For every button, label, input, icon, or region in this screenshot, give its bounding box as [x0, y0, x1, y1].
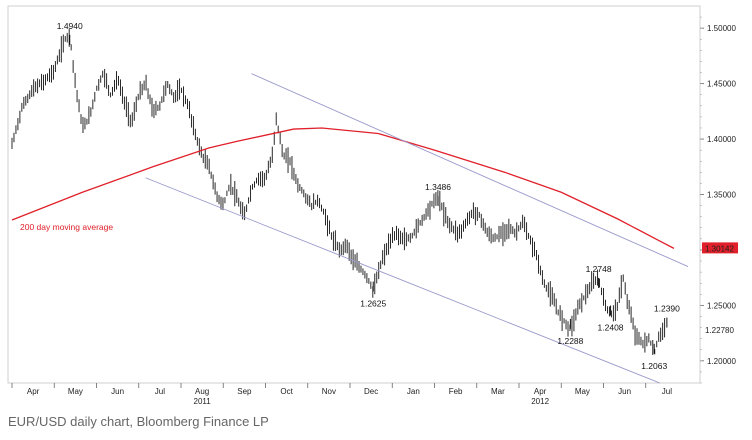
y-tick-label: 1.20000 [707, 357, 736, 366]
x-tick-label: Jul [662, 387, 672, 396]
annotation-label: 1.4940 [57, 21, 83, 31]
annotation-label: 1.2288 [557, 336, 583, 346]
x-tick-label: Apr [534, 387, 547, 396]
y-tick-label: 1.40000 [707, 135, 736, 144]
annotation-label: 1.2408 [598, 323, 624, 333]
axis-layer: 1.500001.450001.400001.350001.300001.250… [11, 16, 738, 406]
x-tick-label: Oct [280, 387, 293, 396]
x-tick-label: Sep [237, 387, 252, 396]
x-tick-label: May [575, 387, 590, 396]
price-layer [11, 28, 668, 356]
moving-average-line [11, 127, 675, 249]
overlay-layer: 200 day moving average 1.4940 1.3486 1.2625… [11, 21, 689, 384]
last-value-box [702, 242, 738, 254]
annotation-label: 1.2625 [360, 299, 386, 309]
annotation-label: 1.2063 [641, 361, 667, 371]
last-value-box [702, 323, 738, 335]
x-tick-label: Dec [364, 387, 378, 396]
x-tick-label: May [68, 387, 83, 396]
last-value-label: 1.30142 [705, 244, 734, 253]
x-year-label: 2011 [194, 397, 212, 406]
x-tick-label: Feb [449, 387, 463, 396]
x-tick-label: Jun [618, 387, 631, 396]
y-tick-label: 1.25000 [707, 301, 736, 310]
channel-lower-line [145, 177, 661, 384]
annotation-label: 1.2748 [586, 264, 612, 274]
chart-caption: EUR/USD daily chart, Bloomberg Finance L… [8, 414, 269, 429]
x-tick-label: Mar [491, 387, 505, 396]
x-year-label: 2012 [531, 397, 549, 406]
x-tick-label: Apr [27, 387, 40, 396]
eurusd-chart: 200 day moving average 1.4940 1.3486 1.2625… [7, 5, 738, 406]
annotation-label: 1.2390 [654, 304, 680, 314]
x-tick-label: Nov [322, 387, 336, 396]
y-tick-label: 1.45000 [707, 80, 736, 89]
y-tick-label: 1.35000 [707, 191, 736, 200]
x-tick-label: Jan [407, 387, 420, 396]
plot-area [7, 5, 701, 384]
y-tick-label: 1.50000 [707, 24, 736, 33]
last-value-label: 1.22780 [705, 326, 734, 335]
x-tick-label: Jul [155, 387, 165, 396]
annotation-label: 1.3486 [425, 182, 451, 192]
channel-upper-line [251, 73, 689, 267]
x-tick-label: Aug [195, 387, 209, 396]
moving-average-label: 200 day moving average [20, 222, 113, 232]
x-tick-label: Jun [111, 387, 124, 396]
